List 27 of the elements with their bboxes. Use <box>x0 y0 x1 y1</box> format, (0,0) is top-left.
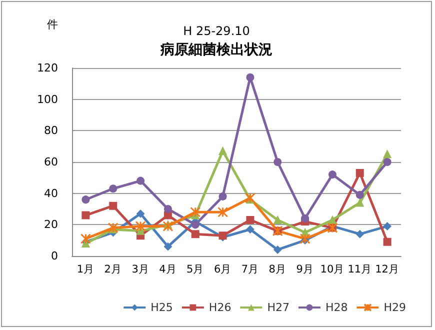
y-tick-label: 0 <box>51 250 58 262</box>
y-tick-label: 60 <box>44 156 58 168</box>
x-tick-label: 3月 <box>132 264 150 276</box>
x-tick-label: 5月 <box>186 264 204 276</box>
x-tick-label: 8月 <box>268 264 286 276</box>
chart-title: H 25-29.10 <box>183 24 250 38</box>
x-tick-label: 11月 <box>348 264 372 276</box>
legend-label: H29 <box>384 301 406 314</box>
x-tick-label: 9月 <box>296 264 314 276</box>
x-tick-label: 10月 <box>320 264 345 276</box>
x-tick-label: 7月 <box>241 264 260 276</box>
x-tick-label: 4月 <box>159 264 177 276</box>
x-tick-label: 1月 <box>76 264 95 276</box>
y-tick-label: 40 <box>44 186 58 200</box>
y-tick-label: 100 <box>37 92 58 106</box>
legend-label: H27 <box>267 301 290 314</box>
y-tick-label: 80 <box>44 124 58 138</box>
x-tick-label: 6月 <box>214 264 232 276</box>
legend-label: H26 <box>208 301 232 314</box>
legend-label: H25 <box>150 301 173 314</box>
y-tick-label: 120 <box>37 62 58 74</box>
chart-subtitle: 病原細菌検出状況 <box>160 41 272 58</box>
y-tick-label: 20 <box>44 218 58 232</box>
x-tick-label: 12月 <box>375 264 400 276</box>
legend-label: H28 <box>325 301 348 314</box>
x-tick-label: 2月 <box>104 264 122 276</box>
y-axis-title: 件 <box>47 18 58 31</box>
